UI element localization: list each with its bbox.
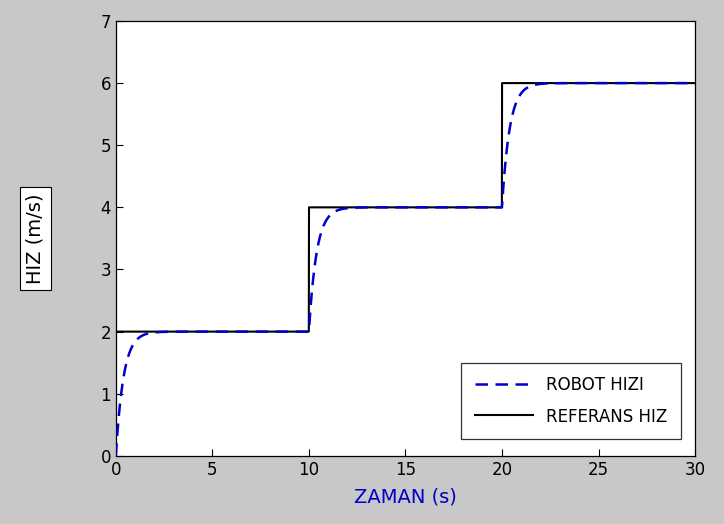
Legend: ROBOT HIZI, REFERANS HIZ: ROBOT HIZI, REFERANS HIZ — [461, 363, 681, 439]
Y-axis label: HIZ (m/s): HIZ (m/s) — [26, 193, 45, 283]
X-axis label: ZAMAN (s): ZAMAN (s) — [354, 487, 457, 506]
